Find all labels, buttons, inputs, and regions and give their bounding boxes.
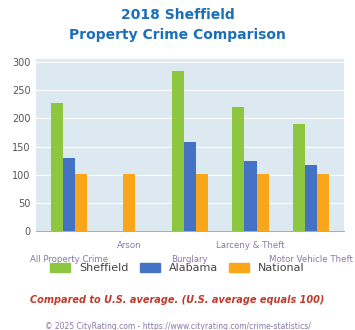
Bar xyxy=(172,71,184,231)
Text: Motor Vehicle Theft: Motor Vehicle Theft xyxy=(269,255,353,264)
Bar xyxy=(196,174,208,231)
Text: All Property Crime: All Property Crime xyxy=(30,255,108,264)
Text: Property Crime Comparison: Property Crime Comparison xyxy=(69,28,286,42)
Text: 2018 Sheffield: 2018 Sheffield xyxy=(121,8,234,22)
Bar xyxy=(317,174,329,231)
Bar xyxy=(51,103,63,231)
Bar xyxy=(245,161,257,231)
Bar xyxy=(75,174,87,231)
Bar xyxy=(305,165,317,231)
Text: Compared to U.S. average. (U.S. average equals 100): Compared to U.S. average. (U.S. average … xyxy=(30,295,325,305)
Bar xyxy=(63,158,75,231)
Text: © 2025 CityRating.com - https://www.cityrating.com/crime-statistics/: © 2025 CityRating.com - https://www.city… xyxy=(45,322,310,330)
Bar xyxy=(232,107,245,231)
Bar xyxy=(184,142,196,231)
Text: Larceny & Theft: Larceny & Theft xyxy=(216,241,285,250)
Bar xyxy=(123,174,135,231)
Legend: Sheffield, Alabama, National: Sheffield, Alabama, National xyxy=(50,263,305,273)
Text: Burglary: Burglary xyxy=(171,255,208,264)
Bar xyxy=(293,123,305,231)
Bar xyxy=(257,174,269,231)
Text: Arson: Arson xyxy=(117,241,142,250)
